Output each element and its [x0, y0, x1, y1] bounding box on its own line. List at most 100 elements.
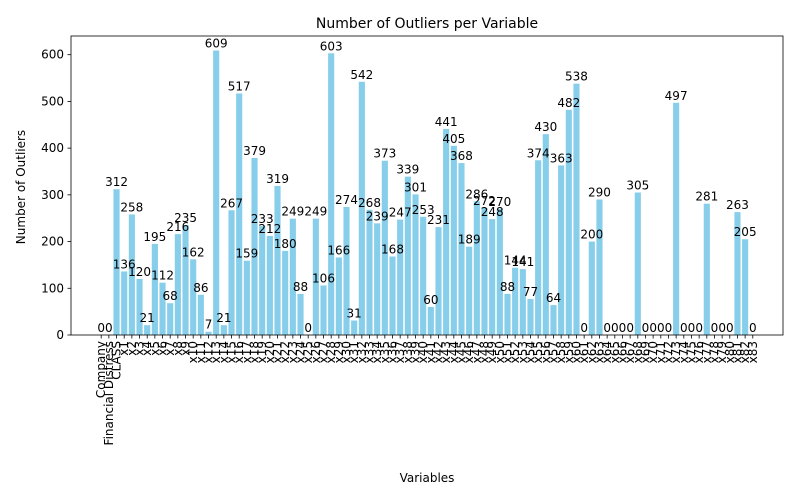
x-tick-label: x46	[462, 341, 476, 363]
x-tick-label: x19	[255, 341, 269, 363]
bar-x36	[389, 256, 396, 335]
x-tick-label: x43	[439, 341, 453, 363]
x-tick-label: x71	[654, 341, 668, 363]
y-axis: 0 100 200 300 400 500 600	[41, 48, 71, 342]
x-tick-label: x74	[677, 341, 691, 363]
x-tick-label: x29	[332, 341, 346, 363]
data-label: 200	[580, 228, 603, 242]
x-tick-label: x77	[700, 341, 714, 363]
x-tick-label: x47	[470, 341, 484, 363]
x-tick-label: x33	[363, 341, 377, 363]
bar-x39	[412, 194, 419, 335]
data-label: 0	[711, 321, 719, 335]
bar-x8	[174, 234, 181, 335]
x-tick-label: x69	[638, 341, 652, 363]
bar-x42	[435, 227, 442, 335]
data-label: 301	[404, 180, 427, 194]
x-tick-label: x42	[431, 341, 445, 363]
bar-x53	[519, 269, 526, 335]
x-tick-label: x66	[615, 341, 629, 363]
x-tick-label: x41	[424, 341, 438, 363]
bar-x54	[527, 299, 534, 335]
x-tick-label: x40	[416, 341, 430, 363]
bar-x81	[734, 212, 741, 335]
data-label: 180	[274, 237, 297, 251]
bars-layer	[113, 50, 749, 335]
data-label: 319	[266, 172, 289, 186]
data-label: 159	[235, 247, 258, 261]
x-tick-label: x37	[393, 341, 407, 363]
data-label: 517	[228, 79, 251, 93]
y-tick-label: 600	[41, 48, 64, 62]
x-tick-label: x22	[278, 341, 292, 363]
x-tick-label: x8	[171, 341, 185, 356]
data-label: 430	[534, 120, 557, 134]
data-label: 0	[611, 321, 619, 335]
bar-x27	[320, 285, 327, 335]
x-tick-label: x31	[347, 341, 361, 363]
x-tick-label: x63	[592, 341, 606, 363]
data-label: 212	[258, 222, 281, 236]
data-label: 339	[396, 163, 419, 177]
x-tick-label: x70	[646, 341, 660, 363]
data-label: 538	[565, 70, 588, 84]
x-tick-label: x65	[608, 341, 622, 363]
bar-x20	[266, 235, 273, 335]
x-tick-label: x26	[309, 341, 323, 363]
data-label: 231	[427, 213, 450, 227]
x-tick-label: x18	[248, 341, 262, 363]
data-label: 249	[304, 205, 327, 219]
data-label: 305	[626, 179, 649, 193]
bar-x4	[144, 325, 151, 335]
plot-frame	[70, 35, 784, 336]
x-tick-label: x21	[271, 341, 285, 363]
data-label: 258	[120, 200, 143, 214]
bar-x3	[136, 278, 143, 335]
bar-x68	[634, 192, 641, 335]
x-tick-label: x35	[378, 341, 392, 363]
bar-x31	[351, 320, 358, 335]
data-label: 216	[166, 220, 189, 234]
x-tick-label: CLASS	[110, 341, 124, 380]
bar-x38	[404, 176, 411, 335]
data-label: 0	[304, 321, 312, 335]
x-tick-label: x68	[631, 341, 645, 363]
data-label: 195	[143, 230, 166, 244]
bar-x1	[121, 271, 128, 335]
bar-x16	[236, 93, 243, 335]
bar-x2	[128, 214, 135, 335]
data-label: 88	[293, 280, 308, 294]
data-label: 88	[500, 280, 515, 294]
data-label: 7	[205, 318, 213, 332]
bar-x52	[512, 267, 519, 335]
x-tick-label: x11	[194, 341, 208, 363]
x-tick-label: x72	[661, 341, 675, 363]
x-tick-label: x49	[485, 341, 499, 363]
bar-x77	[703, 203, 710, 335]
y-axis-label: Number of Outliers	[14, 130, 28, 244]
data-label: 286	[465, 187, 488, 201]
data-label: 0	[680, 321, 688, 335]
x-tick-label: x44	[447, 341, 461, 363]
data-label: 0	[580, 321, 588, 335]
data-label: 235	[174, 211, 197, 225]
data-label: 233	[251, 212, 274, 226]
x-tick-label: x76	[692, 341, 706, 363]
data-label: 374	[527, 146, 550, 160]
bar-x9	[182, 225, 189, 335]
y-tick-label: 100	[41, 281, 64, 295]
bar-x43	[443, 128, 450, 335]
x-tick-label: x83	[746, 341, 760, 363]
data-label: 144	[504, 254, 527, 268]
data-label: 162	[182, 245, 205, 259]
data-label: 441	[435, 115, 458, 129]
bar-x29	[335, 257, 342, 335]
data-label: 120	[128, 265, 151, 279]
x-tick-label: x38	[401, 341, 415, 363]
x-tick-label: x55	[531, 341, 545, 363]
x-tick-label: x79	[715, 341, 729, 363]
bar-x37	[397, 219, 404, 335]
data-label: 405	[442, 132, 465, 146]
data-label: 86	[193, 281, 208, 295]
bar-x26	[312, 218, 319, 335]
